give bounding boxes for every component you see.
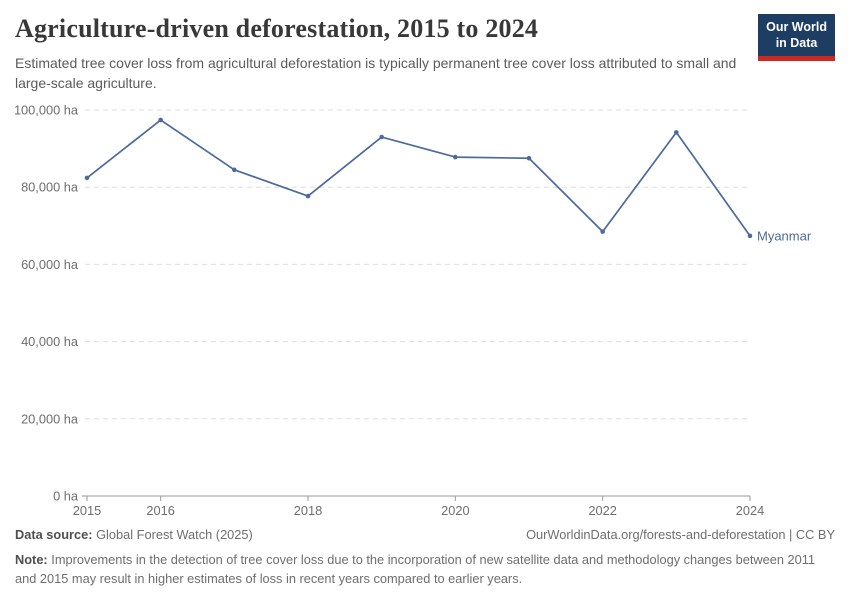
x-axis-tick-label: 2020 (441, 503, 469, 518)
y-axis-tick-label: 80,000 ha (21, 180, 79, 195)
y-axis-tick-label: 20,000 ha (21, 411, 79, 426)
owid-logo: Our World in Data (758, 14, 835, 62)
page-title: Agriculture-driven deforestation, 2015 t… (15, 14, 539, 43)
data-point-2015 (84, 175, 90, 181)
data-point-2024 (747, 233, 753, 239)
data-point-2017 (232, 167, 237, 173)
data-point-2018 (305, 193, 311, 199)
note-label: Note: (15, 551, 48, 567)
data-point-2020 (453, 154, 458, 160)
series-end-label: Myanmar (757, 228, 812, 243)
x-axis-tick-label: 2018 (294, 503, 322, 518)
data-point-2021 (526, 155, 532, 161)
chart-header: Agriculture-driven deforestation, 2015 t… (15, 14, 835, 94)
x-axis-tick-label: 2016 (146, 503, 174, 518)
y-axis-tick-label: 40,000 ha (21, 334, 79, 349)
data-point-2019 (379, 134, 384, 140)
y-axis-tick-label: 0 ha (53, 489, 79, 504)
y-axis-tick-label: 100,000 ha (14, 103, 79, 118)
note-text: Improvements in the detection of tree co… (15, 551, 816, 586)
data-source-value: Global Forest Watch (2025) (92, 527, 253, 543)
data-point-2023 (674, 130, 679, 135)
data-point-2016 (158, 117, 163, 123)
chart-subtitle: Estimated tree cover loss from agricultu… (15, 55, 737, 92)
data-source-label: Data source: (15, 527, 93, 543)
data-point-2022 (600, 229, 605, 234)
data-source: Data source: Global Forest Watch (2025) (15, 525, 253, 544)
chart-footer: Data source: Global Forest Watch (2025) … (15, 525, 835, 588)
x-axis-tick-label: 2024 (736, 503, 764, 518)
series-line-myanmar (86, 119, 751, 237)
owid-url-link[interactable]: OurWorldinData.org/forests-and-deforesta… (526, 527, 835, 543)
x-axis-tick-label: 2022 (588, 503, 616, 518)
chart-note: Note: Improvements in the detection of t… (15, 550, 835, 588)
owid-logo-line1: Our World (766, 20, 827, 34)
x-axis-tick-label: 2015 (73, 503, 101, 518)
owid-logo-line2: in Data (775, 35, 818, 50)
y-axis-tick-label: 60,000 ha (21, 257, 79, 272)
